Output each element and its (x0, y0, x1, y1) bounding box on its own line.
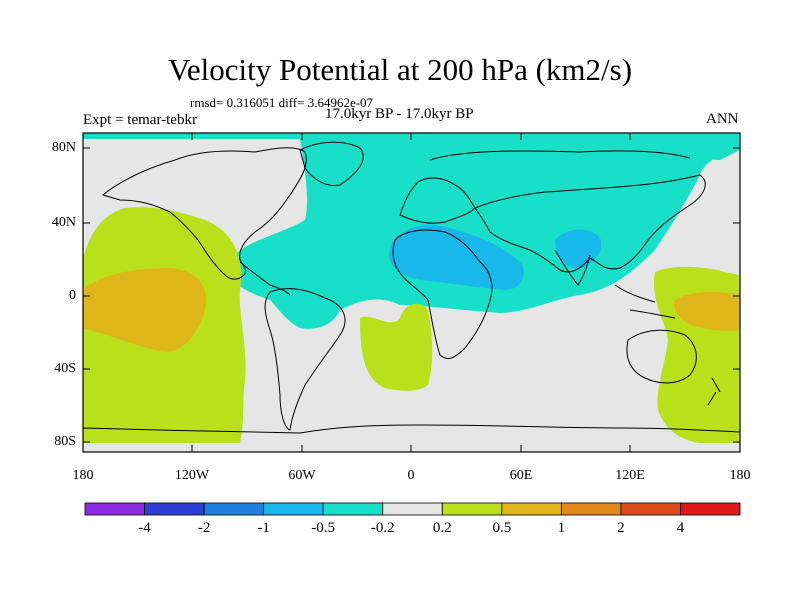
season-label: ANN (706, 111, 739, 127)
coastline-north-america (101, 147, 307, 280)
colorbar-box (560, 502, 622, 516)
coastline-india (554, 249, 591, 286)
colorbar-box (322, 502, 384, 516)
period-label: 17.0kyr BP - 17.0kyr BP (325, 106, 474, 122)
y-axis-label-40s: 40S (54, 361, 76, 376)
colorbar-label: -0.2 (370, 520, 395, 536)
coastline-asia (474, 174, 706, 273)
coastline-europe (399, 177, 476, 224)
negative-region-eurasia (229, 139, 740, 329)
colorbar-box (620, 502, 681, 516)
colorbar-label: -0.5 (311, 520, 336, 536)
coastline-southeast-asia (614, 284, 676, 319)
coastline-antarctica (83, 424, 740, 434)
colorbar-label: -1 (257, 520, 270, 536)
colorbar-box (263, 502, 324, 516)
colorbar-box (501, 502, 562, 516)
colorbar-label: 4 (676, 520, 685, 536)
negative-region-africa-asia (389, 225, 525, 290)
x-axis-label-0: 0 (407, 468, 415, 483)
positive-region-west-pacific-core (674, 291, 740, 331)
coastline-new-zealand (707, 377, 721, 406)
colorbar-box (144, 502, 205, 516)
x-axis-label-120w: 120W (174, 468, 210, 483)
colorbar-label: 0.2 (432, 520, 452, 536)
colorbar-box (382, 502, 443, 516)
y-axis-label-80n: 80N (51, 140, 76, 155)
x-axis-label-60w: 60W (288, 468, 316, 483)
y-axis-label-40n: 40N (51, 215, 76, 230)
colorbar-box (441, 502, 503, 516)
coastline-south-america (264, 288, 346, 431)
x-axis-label-180w: 180 (72, 468, 94, 483)
x-axis-label-180e: 180 (729, 468, 751, 483)
coastline-australia (626, 329, 697, 384)
colorbar-boxes (84, 502, 741, 516)
x-axis-label-120e: 120E (615, 468, 645, 483)
contour-fill-layer (83, 133, 740, 452)
coastline-africa (392, 229, 493, 359)
stats-label: rmsd= 0.316051 diff= 3.64962e-07 (190, 95, 374, 110)
positive-region-south-atlantic (360, 303, 433, 391)
colorbar-label: 0.5 (492, 520, 512, 536)
coastline-arctic (429, 150, 691, 161)
axis-ticks (82, 133, 741, 452)
experiment-label: Expt = temar-tebkr (83, 112, 197, 128)
colorbar-box (84, 502, 145, 516)
y-axis-label-0: 0 (69, 288, 76, 303)
x-axis-label-60e: 60E (509, 468, 533, 483)
colorbar-label: -4 (138, 520, 151, 536)
colorbar-box (680, 502, 741, 516)
coastline-greenland (299, 141, 364, 187)
chart-title: Velocity Potential at 200 hPa (km2/s) (167, 52, 633, 87)
y-axis-label-80s: 80S (54, 434, 76, 449)
coastlines (83, 141, 740, 434)
colorbar-label: 1 (557, 520, 566, 536)
positive-region-pacific-west-core (83, 268, 207, 352)
colorbar-label: 2 (617, 520, 625, 536)
colorbar-label: -2 (197, 520, 211, 536)
coastline-central-america (239, 261, 291, 296)
colorbar-box (203, 502, 265, 516)
